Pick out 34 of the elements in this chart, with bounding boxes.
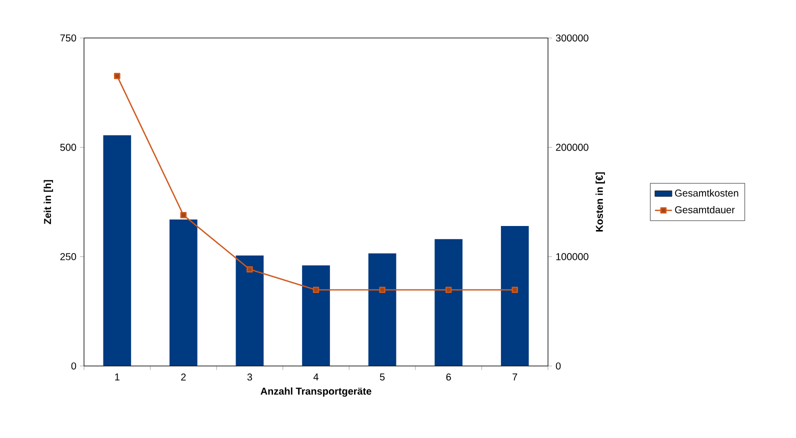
point xyxy=(445,286,452,294)
y-tick-label: 0 xyxy=(71,362,76,370)
y-tick-label: 500 xyxy=(60,144,76,151)
y2-tick-label: 300000 xyxy=(556,34,588,42)
x-tick-label: 5 xyxy=(380,374,385,380)
x-tick-label: 2 xyxy=(181,374,186,380)
bar xyxy=(500,226,529,366)
point xyxy=(379,286,386,294)
point xyxy=(512,286,518,294)
x-tick-label: 7 xyxy=(512,374,518,380)
y2-axis-title: Kosten in [€] xyxy=(596,172,605,232)
bar xyxy=(302,265,330,366)
x-tick-label: 3 xyxy=(247,374,252,381)
legend-label: Gesamtkosten xyxy=(675,189,738,197)
point xyxy=(246,266,253,272)
bar xyxy=(236,256,264,366)
x-tick-label: 6 xyxy=(446,374,451,381)
x-axis-title: Anzahl Transportgeräte xyxy=(260,387,372,397)
x-tick-label: 4 xyxy=(313,374,318,380)
bar xyxy=(368,253,396,366)
point xyxy=(114,72,120,80)
y2-tick-label: 100000 xyxy=(556,253,588,260)
bar xyxy=(434,239,462,366)
bar xyxy=(103,135,132,366)
y2-tick-label: 0 xyxy=(556,362,561,370)
y-axis-title: Zeit in [h] xyxy=(44,180,54,224)
y-tick-label: 250 xyxy=(60,253,76,260)
x-tick-label: 1 xyxy=(115,374,120,380)
legend-label: Gesamtdauer xyxy=(675,206,735,214)
y-tick-label: 750 xyxy=(60,34,76,42)
point xyxy=(312,286,320,294)
bar xyxy=(170,219,198,366)
point xyxy=(180,212,187,218)
y2-tick-label: 200000 xyxy=(556,144,588,151)
